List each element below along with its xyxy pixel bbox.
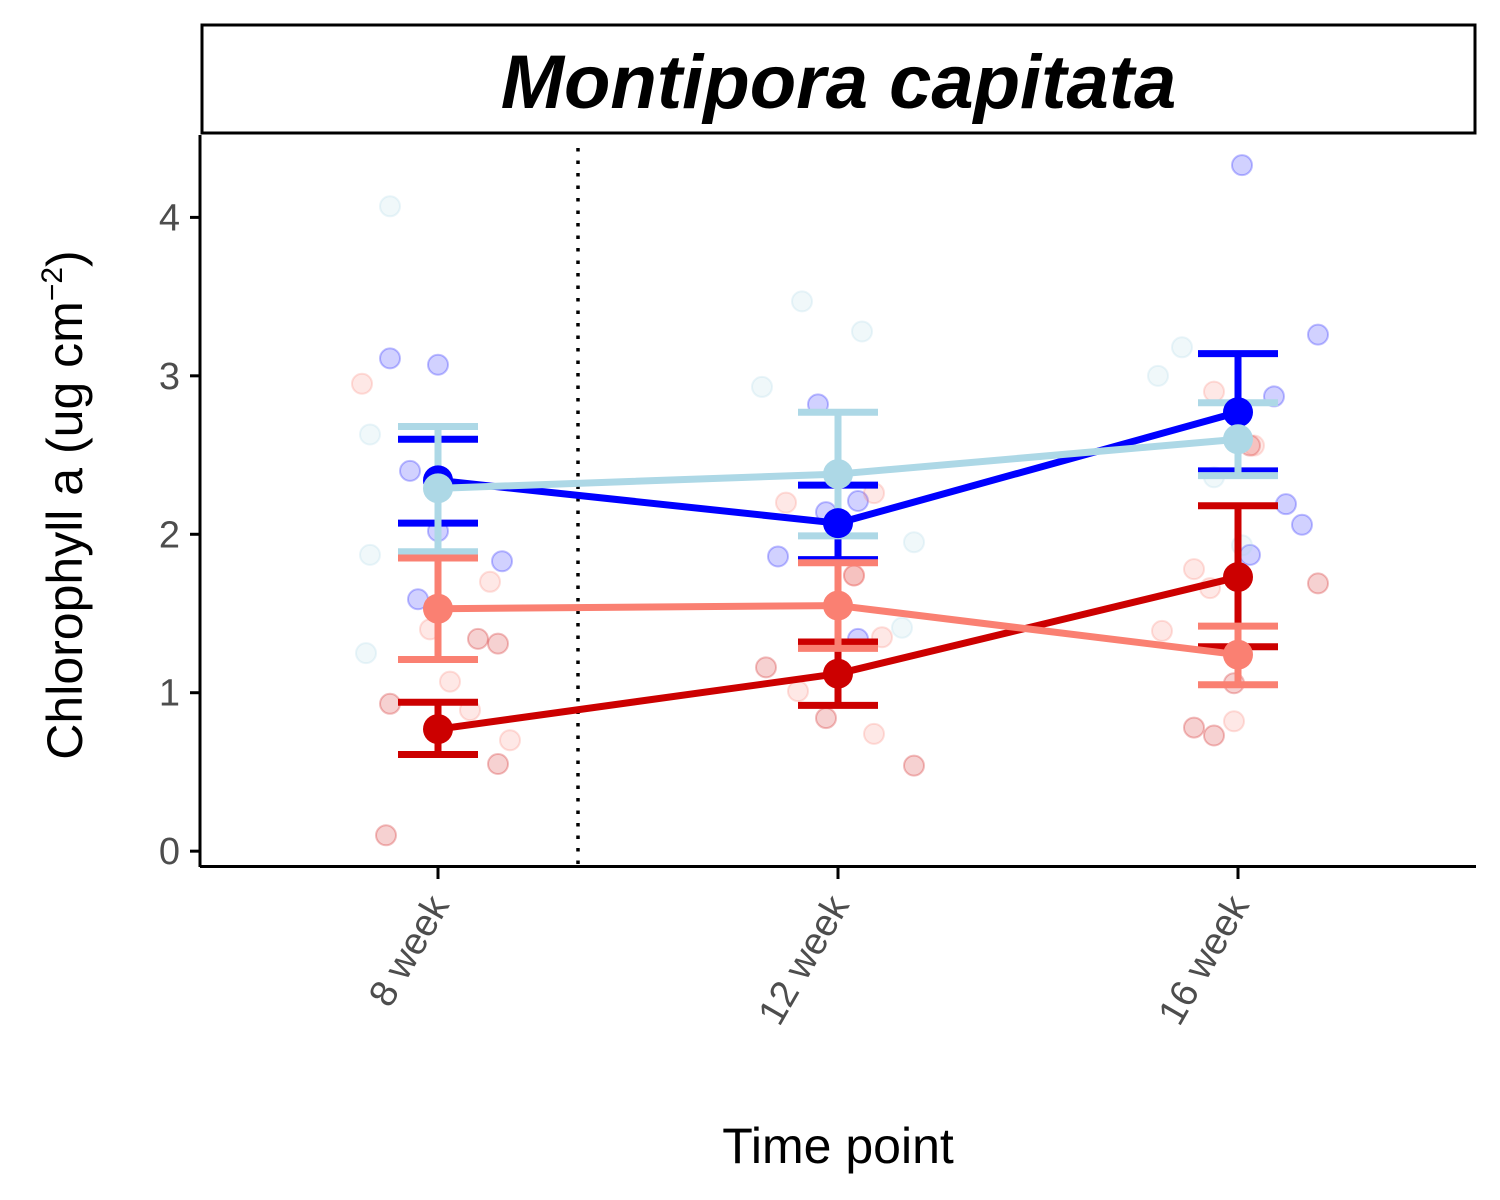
series-light-blue-point-4 xyxy=(751,375,773,398)
series-blue-point-5 xyxy=(491,550,513,573)
series-light-blue-point-9 xyxy=(1147,364,1169,387)
series-salmon-point-13 xyxy=(1183,558,1205,581)
series-salmon-point-4 xyxy=(479,570,501,593)
series-light-blue-point-2 xyxy=(359,543,381,566)
series-light-blue-point-1 xyxy=(359,423,381,446)
series-salmon-mean-2 xyxy=(823,590,853,621)
series-red-point-4 xyxy=(487,753,509,776)
series-red-mean-1 xyxy=(423,714,453,745)
series-red-mean-2 xyxy=(823,658,853,689)
y-tick-label-4: 4 xyxy=(159,197,180,239)
series-light-blue-point-8 xyxy=(891,616,913,639)
x-tick-label-12-week: 12 week xyxy=(751,888,859,1032)
series-salmon-mean-3 xyxy=(1223,639,1253,670)
y-tick-label-1: 1 xyxy=(159,673,180,715)
series-salmon-mean-1 xyxy=(423,593,453,624)
series-red-point-5 xyxy=(755,656,777,679)
series-light-blue-mean-3 xyxy=(1223,424,1253,455)
y-axis-title: Chlorophyll a (ug cm−2) xyxy=(36,250,93,759)
series-red-point-6 xyxy=(815,707,837,730)
y-axis-title-main: Chlorophyll a (ug cm xyxy=(37,301,93,760)
series-blue-point-1 xyxy=(399,459,421,482)
series-salmon-point-5 xyxy=(499,729,521,752)
series-blue-point-4 xyxy=(427,353,449,376)
series-blue-point-11 xyxy=(1231,154,1253,177)
y-axis-ticks: 0 1 2 3 4 xyxy=(159,197,200,873)
series-salmon-point-2 xyxy=(439,670,461,693)
series-blue-point-6 xyxy=(767,545,789,568)
series-light-blue-mean-1 xyxy=(423,473,453,504)
y-axis-title-close: ) xyxy=(37,250,93,267)
series-red-point-2 xyxy=(467,627,489,650)
facet-strip-box xyxy=(200,23,1477,135)
y-tick-label-3: 3 xyxy=(159,356,180,398)
series-red-point-1 xyxy=(379,692,401,715)
series-blue-mean-2 xyxy=(823,508,853,539)
series-salmon-point-11 xyxy=(843,564,865,587)
series-salmon-point-16 xyxy=(1223,710,1245,733)
series-light-blue-point-5 xyxy=(791,290,813,313)
series-blue-point-0 xyxy=(379,347,401,370)
series-salmon-point-12 xyxy=(1151,619,1173,642)
series-red-point-10 xyxy=(1203,724,1225,747)
series-blue-point-15 xyxy=(1307,323,1329,346)
series-salmon-point-0 xyxy=(351,372,373,395)
y-axis-title-superscript: −2 xyxy=(36,267,69,301)
series-light-blue-point-3 xyxy=(355,642,377,665)
y-tick-label-0: 0 xyxy=(159,831,180,873)
series-light-blue-mean-2 xyxy=(823,459,853,490)
series-layer xyxy=(398,350,1278,759)
x-axis-title: Time point xyxy=(722,1118,954,1174)
series-red-point-9 xyxy=(1183,716,1205,739)
series-light-blue-point-6 xyxy=(851,320,873,343)
series-red-point-12 xyxy=(1307,572,1329,595)
series-red-mean-3 xyxy=(1223,562,1253,593)
series-blue-mean-3 xyxy=(1223,397,1253,428)
x-tick-label-8-week: 8 week xyxy=(361,888,458,1014)
series-salmon-point-7 xyxy=(787,680,809,703)
series-blue-point-9 xyxy=(847,490,869,512)
x-tick-label-16-week: 16 week xyxy=(1151,888,1259,1032)
series-light-blue-point-0 xyxy=(379,195,401,218)
series-blue-point-14 xyxy=(1291,513,1313,536)
series-light-blue-point-10 xyxy=(1171,336,1193,359)
y-tick-label-2: 2 xyxy=(159,514,180,556)
facet-strip-title: Montipora capitata xyxy=(501,40,1177,125)
series-salmon-point-15 xyxy=(1203,380,1225,403)
series-salmon-point-10 xyxy=(863,722,885,745)
series-red-point-8 xyxy=(903,754,925,777)
series-salmon-point-6 xyxy=(775,491,797,514)
series-red-point-0 xyxy=(375,824,397,847)
series-blue-point-13 xyxy=(1275,493,1297,516)
series-light-blue-point-7 xyxy=(903,531,925,554)
series-red-point-3 xyxy=(487,632,509,655)
x-axis-ticks: 8 week 12 week 16 week xyxy=(361,867,1258,1032)
